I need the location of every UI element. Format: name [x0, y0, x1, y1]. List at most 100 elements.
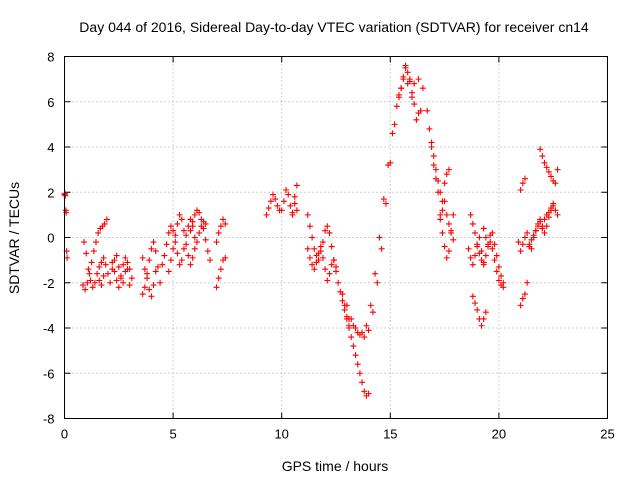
data-point: [467, 254, 474, 261]
data-point: [469, 261, 476, 268]
data-point: [482, 309, 489, 316]
data-point: [278, 207, 285, 214]
data-point: [537, 216, 544, 223]
data-point: [476, 250, 483, 257]
data-point: [350, 322, 357, 329]
data-point: [124, 266, 131, 273]
x-tick-label: 25: [600, 427, 614, 442]
data-point: [335, 279, 342, 286]
data-point: [541, 159, 548, 166]
data-point: [524, 279, 531, 286]
data-point: [215, 229, 222, 236]
data-point: [183, 232, 190, 239]
data-point: [82, 286, 89, 293]
data-point: [400, 73, 407, 80]
data-point: [141, 266, 148, 273]
x-axis-label: GPS time / hours: [282, 458, 389, 474]
y-tick-label: -2: [43, 276, 55, 291]
data-point: [152, 268, 159, 275]
x-tick-labels: 0 5 10 15 20 25: [61, 427, 615, 442]
data-point: [176, 261, 183, 268]
data-point: [124, 259, 131, 266]
data-point: [448, 229, 455, 236]
data-point: [96, 277, 103, 284]
data-point: [521, 234, 528, 241]
data-point: [441, 180, 448, 187]
data-point: [293, 182, 300, 189]
data-point: [180, 245, 187, 252]
data-point: [102, 261, 109, 268]
grid-lines: [64, 56, 608, 419]
data-point: [100, 254, 107, 261]
data-point: [333, 263, 339, 270]
data-point: [489, 229, 496, 236]
data-point: [291, 193, 298, 200]
data-point: [91, 279, 98, 286]
data-point: [359, 329, 366, 336]
data-point: [98, 259, 105, 266]
data-point: [554, 166, 561, 173]
data-point: [88, 259, 95, 266]
data-point: [548, 207, 555, 214]
data-point: [465, 245, 472, 252]
data-point: [291, 200, 298, 207]
data-point: [517, 248, 524, 255]
data-point: [493, 252, 500, 259]
data-point: [107, 279, 114, 286]
data-point: [350, 343, 357, 350]
data-point: [393, 103, 400, 110]
data-point: [170, 245, 177, 252]
data-point: [306, 223, 313, 230]
data-point: [346, 325, 353, 331]
data-point: [530, 234, 537, 241]
data-point: [489, 245, 496, 252]
data-point: [443, 254, 450, 261]
y-tick-label: -8: [43, 412, 55, 427]
x-tick-label: 15: [383, 427, 397, 442]
data-point: [161, 252, 168, 259]
data-point: [543, 164, 550, 171]
data-point: [491, 257, 498, 264]
data-point: [283, 186, 290, 193]
data-point: [545, 168, 552, 175]
data-point: [480, 315, 487, 322]
data-point: [500, 279, 507, 286]
data-point: [354, 361, 361, 368]
data-point: [443, 211, 450, 218]
data-point: [339, 297, 346, 304]
data-point: [92, 239, 99, 246]
data-point: [498, 272, 505, 279]
data-point: [196, 229, 203, 236]
data-point: [222, 254, 229, 261]
data-point: [430, 153, 437, 160]
data-point: [100, 272, 107, 279]
chart-title: Day 044 of 2016, Sidereal Day-to-day VTE…: [79, 19, 589, 35]
data-point: [113, 277, 120, 284]
data-point: [439, 207, 446, 214]
data-point: [443, 171, 450, 178]
data-point: [363, 322, 370, 329]
data-point: [411, 80, 418, 87]
data-point: [274, 202, 281, 209]
data-point: [174, 220, 181, 227]
data-point: [185, 252, 192, 259]
data-point: [478, 257, 485, 264]
data-point: [554, 211, 561, 218]
data-point: [79, 282, 86, 289]
data-point: [424, 107, 431, 114]
data-point: [165, 229, 172, 236]
data-point: [215, 275, 222, 282]
data-point: [86, 270, 93, 277]
data-point: [339, 291, 346, 298]
data-point: [315, 250, 322, 257]
data-point: [311, 266, 318, 273]
data-point: [521, 175, 528, 182]
data-point: [189, 254, 196, 261]
data-point: [356, 370, 363, 377]
data-point: [519, 241, 526, 248]
data-point: [426, 125, 433, 132]
data-point: [478, 322, 485, 329]
data-point: [285, 191, 292, 198]
data-point: [352, 352, 359, 359]
data-point: [115, 263, 122, 270]
